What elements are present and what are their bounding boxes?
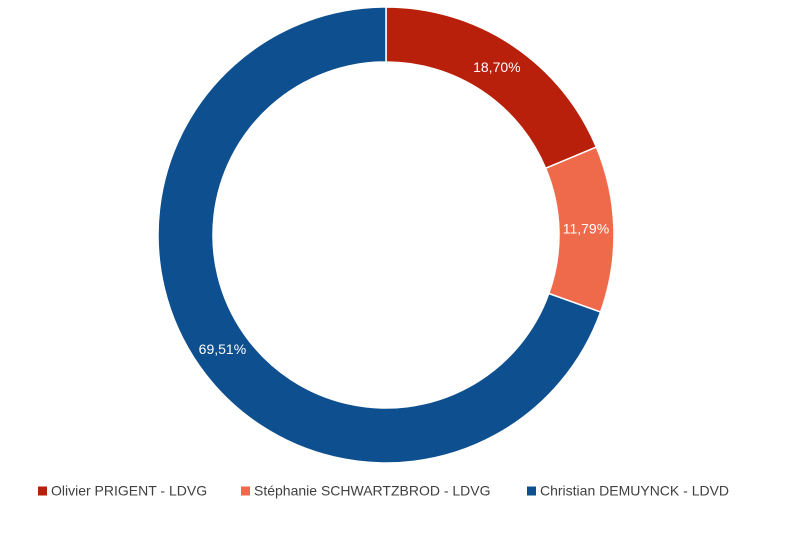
legend-text: Stéphanie SCHWARTZBROD - LDVG [254,483,491,499]
slice-label: 18,70% [473,59,520,75]
legend-text: Christian DEMUYNCK - LDVD [540,483,729,499]
donut-slice [157,6,602,464]
legend-swatch [241,486,250,496]
slice-label: 11,79% [563,221,609,237]
legend-text: Olivier PRIGENT - LDVG [51,483,207,499]
legend-swatch [527,486,536,496]
legend-swatch [38,486,47,496]
donut-slice [385,6,598,170]
slice-label: 69,51% [199,341,246,357]
